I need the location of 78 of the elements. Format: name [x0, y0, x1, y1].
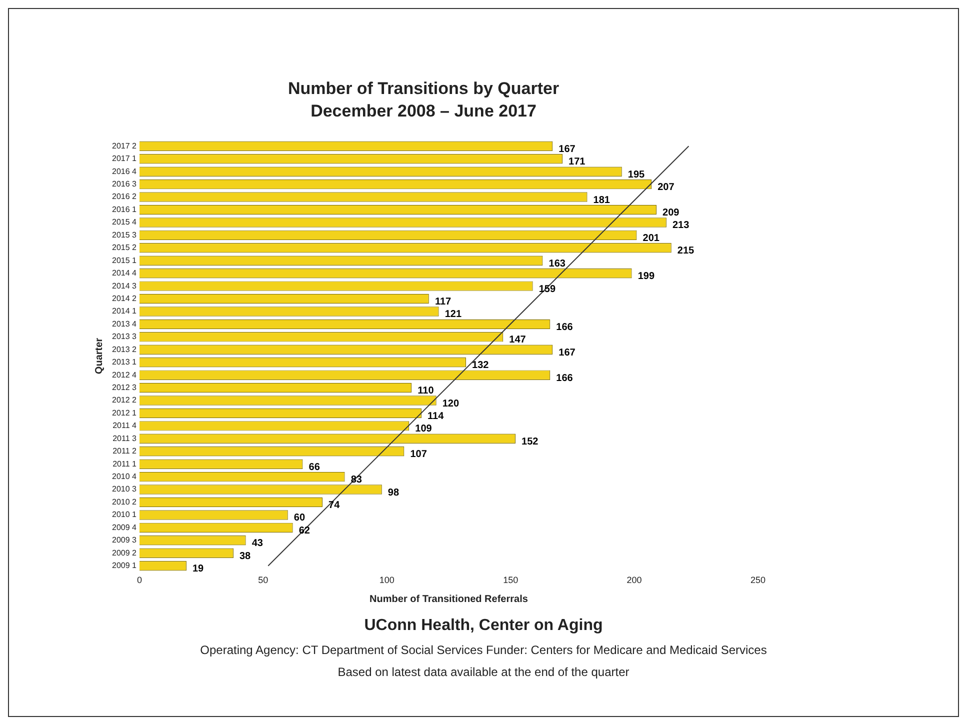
y-tick-label: 2010 4	[112, 472, 138, 482]
y-tick-label: 2016 2	[112, 192, 138, 202]
data-label: 66	[308, 462, 320, 473]
y-tick-label: 2012 2	[112, 396, 138, 405]
data-label: 167	[558, 144, 576, 155]
data-label: 195	[628, 169, 646, 180]
chart-subtitle: December 2008 – June 2017	[310, 101, 536, 120]
data-label: 120	[442, 398, 460, 410]
y-tick-label: 2016 1	[112, 204, 138, 214]
y-tick-label: 2010 1	[112, 510, 138, 520]
y-tick-label: 2016 4	[112, 166, 138, 176]
data-label: 121	[444, 309, 462, 320]
data-label: 38	[239, 550, 252, 562]
y-tick-label: 2011 3	[112, 434, 138, 443]
y-tick-label: 2010 3	[112, 484, 138, 494]
data-label: 207	[658, 182, 675, 194]
y-tick-label: 2011 4	[112, 421, 138, 430]
data-label: 117	[434, 296, 452, 308]
data-label: 132	[472, 360, 490, 372]
y-tick-label: 2012 1	[112, 408, 138, 418]
data-label: 166	[556, 372, 574, 384]
y-axis-title: Quarter	[94, 338, 105, 374]
x-tick-label: 50	[258, 575, 268, 586]
y-tick-label: 2013 3	[112, 332, 138, 342]
data-label: 109	[415, 424, 432, 435]
data-label: 110	[418, 386, 434, 397]
y-tick-label: 2013 1	[112, 358, 138, 367]
data-label: 199	[638, 271, 655, 282]
y-tick-label: 2013 2	[112, 344, 138, 354]
data-label: 213	[672, 220, 690, 232]
data-label: 167	[558, 347, 576, 358]
y-tick-label: 2015 2	[112, 243, 138, 252]
x-tick-label: 100	[379, 575, 394, 586]
y-tick-label: 2017 1	[112, 154, 138, 164]
y-tick-label: 2015 4	[112, 218, 138, 227]
y-tick-label: 2009 4	[112, 522, 138, 532]
y-tick-label: 2014 1	[112, 306, 138, 316]
y-tick-label: 2013 4	[112, 319, 138, 328]
y-tick-label: 2014 4	[112, 268, 138, 278]
data-label: 74	[328, 500, 340, 512]
y-tick-label: 2011 1	[112, 459, 138, 468]
y-tick-label: 2011 2	[112, 446, 138, 456]
y-tick-label: 2010 2	[112, 497, 138, 506]
y-tick-label: 2012 4	[112, 370, 138, 380]
x-tick-label: 200	[626, 575, 642, 586]
y-tick-label: 2009 2	[112, 548, 138, 558]
data-label: 107	[410, 449, 428, 460]
y-tick-label: 2015 1	[112, 256, 138, 265]
text: Operating Agency: CT Department of Social Services Funder: Centers for Medicare and Medicaid Services	[199, 643, 768, 657]
x-tick-label: 150	[503, 575, 518, 586]
y-tick-label: 2017 2	[112, 141, 138, 150]
data-label: 147	[509, 334, 526, 346]
data-label: 163	[548, 258, 566, 270]
y-tick-label: 2014 2	[112, 294, 138, 303]
data-label: 209	[662, 207, 680, 218]
text: UConn Health, Center on Aging	[363, 617, 604, 635]
data-label: 166	[556, 322, 574, 333]
data-label: 43	[252, 538, 264, 550]
y-tick-label: 2009 3	[112, 536, 138, 545]
data-label: 215	[677, 246, 695, 257]
chart-title: Number of Transitions by Quarter	[288, 78, 560, 98]
y-tick-label: 2016 3	[112, 180, 138, 189]
y-tick-label: 2015 3	[112, 230, 138, 240]
y-tick-label: 2014 3	[112, 281, 138, 290]
y-tick-label: 2009 1	[112, 561, 138, 570]
data-label: 19	[192, 564, 204, 575]
y-tick-label: 2012 3	[112, 382, 138, 392]
x-axis-title: Number of Transitioned Referrals	[370, 594, 528, 605]
data-label: 181	[593, 194, 610, 206]
data-label: 60	[294, 512, 306, 524]
data-label: 201	[642, 232, 660, 244]
text: Based on latest data available at the end of the quarter	[336, 665, 630, 679]
data-label: 171	[568, 156, 586, 168]
data-label: 98	[388, 487, 400, 498]
x-tick-label: 0	[136, 575, 142, 586]
data-label: 114	[428, 410, 444, 422]
data-label: 152	[522, 436, 539, 448]
x-tick-label: 250	[750, 575, 766, 586]
